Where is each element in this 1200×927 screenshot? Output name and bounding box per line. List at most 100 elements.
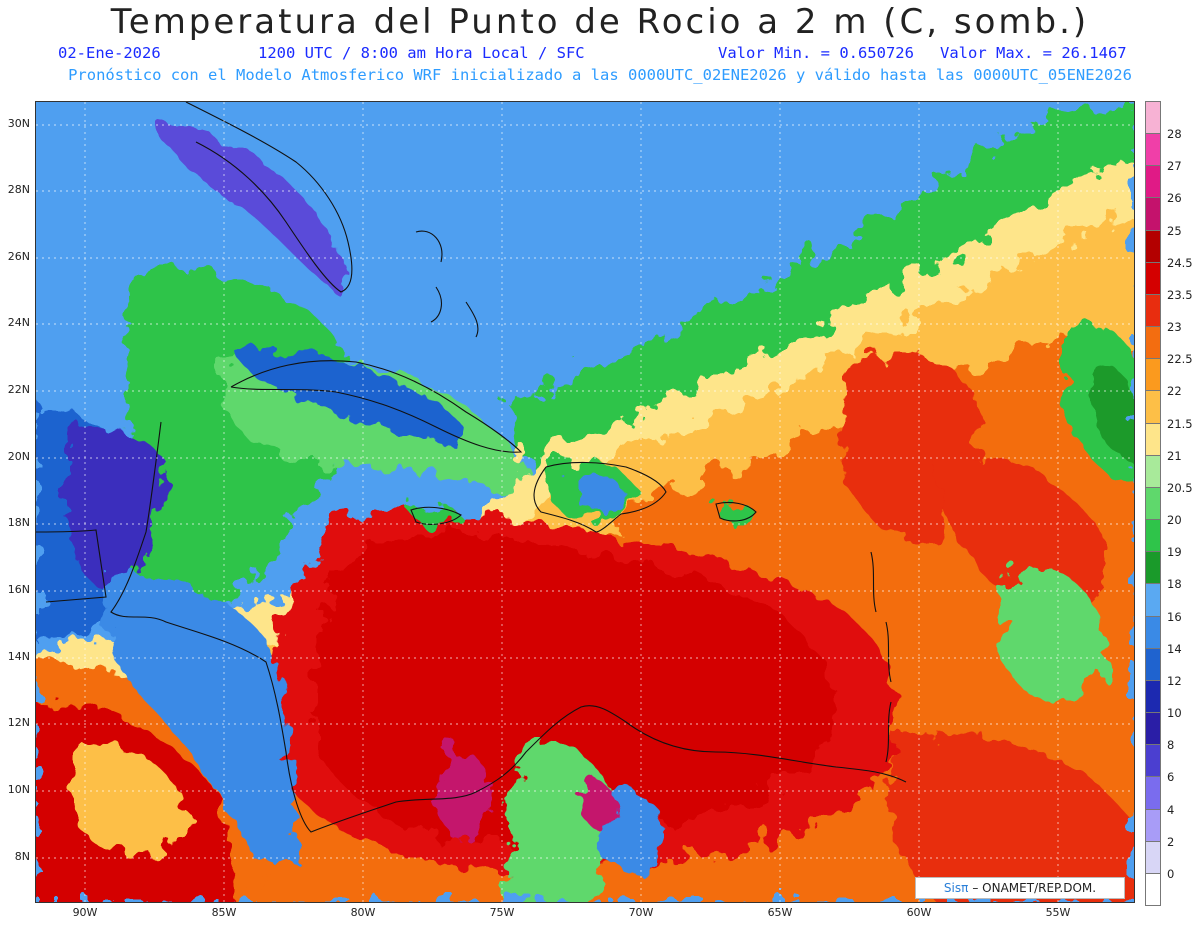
florida-purple [156, 122, 345, 292]
colorbar-cell [1145, 519, 1161, 553]
colorbar-cell [1145, 647, 1161, 681]
min-value: Valor Min. = 0.650726 [718, 44, 914, 62]
lat-label: 30N [7, 117, 30, 130]
colorbar-cell [1145, 744, 1161, 778]
colorbar-label: 12 [1167, 673, 1182, 688]
cuba-coast [230, 360, 523, 453]
credit-text: – ONAMET/REP.DOM. [972, 881, 1097, 895]
colorbar-cell [1145, 872, 1161, 906]
colorbar-cell [1145, 454, 1161, 488]
colorbar-cell [1145, 776, 1161, 810]
max-value: Valor Max. = 26.1467 [940, 44, 1127, 62]
colombia-green [506, 739, 619, 902]
credit-box: Sisπ – ONAMET/REP.DOM. [915, 877, 1125, 899]
colorbar-label: 23 [1167, 320, 1182, 335]
colorbar-label: 22.5 [1167, 352, 1193, 367]
colorbar-label: 6 [1167, 770, 1175, 785]
lat-label: 22N [7, 383, 30, 396]
florida-coast [185, 102, 353, 293]
lesser-antilles-coast [870, 551, 892, 763]
colorbar-label: 25 [1167, 223, 1182, 238]
colorbar-label: 2 [1167, 834, 1175, 849]
colorbar-label: 27 [1167, 159, 1182, 174]
magenta-patch-2 [581, 781, 617, 829]
lat-label: 26N [7, 250, 30, 263]
colorbar-cell [1145, 261, 1161, 295]
colorbar-label: 10 [1167, 706, 1182, 721]
colorbar-label: 21 [1167, 448, 1182, 463]
colorbar-cell [1145, 551, 1161, 585]
lon-label: 55W [1045, 906, 1071, 919]
border-line [36, 529, 107, 603]
colorbar-cell [1145, 165, 1161, 199]
lat-label: 14N [7, 650, 30, 663]
colorbar-label: 26 [1167, 191, 1182, 206]
lat-label: 18N [7, 516, 30, 529]
lat-label: 28N [7, 183, 30, 196]
yucatan-purple [66, 428, 166, 592]
colorbar-cell [1145, 326, 1161, 360]
colorbar-label: 4 [1167, 802, 1175, 817]
colorbar-label: 16 [1167, 609, 1182, 624]
coastlines [36, 102, 907, 833]
colorbar-label: 28 [1167, 127, 1182, 142]
sis-logo: Sisπ [943, 881, 969, 895]
forecast-time: 1200 UTC / 8:00 am Hora Local / SFC [258, 44, 585, 62]
colorbar [1145, 101, 1161, 906]
lon-label: 85W [211, 906, 237, 919]
east-green-2 [1001, 567, 1106, 700]
colorbar-label: 24.5 [1167, 255, 1193, 270]
colorbar-cell [1145, 486, 1161, 521]
magenta-patch-1 [438, 750, 492, 841]
lon-label: 90W [72, 906, 98, 919]
lon-label: 65W [767, 906, 793, 919]
lon-label: 60W [906, 906, 932, 919]
jamaica-coast [410, 506, 462, 525]
colorbar-label: 23.5 [1167, 287, 1193, 302]
colorbar-cell [1145, 101, 1161, 135]
bahamas-coast [415, 230, 479, 338]
colorbar-cell [1145, 133, 1161, 167]
graticule [36, 102, 1134, 902]
colorbar-cell [1145, 679, 1161, 714]
mainland-coast [110, 421, 907, 833]
east-dark-green [1091, 362, 1134, 462]
forecast-date: 02-Ene-2026 [58, 44, 161, 62]
hispaniola-blue [574, 470, 626, 514]
colorbar-label: 21.5 [1167, 416, 1193, 431]
colorbar-label: 20 [1167, 513, 1182, 528]
map-canvas [36, 102, 1134, 902]
lat-label: 12N [7, 716, 30, 729]
colorbar-label: 18 [1167, 577, 1182, 592]
atlantic-red-streak-3 [888, 734, 1134, 902]
model-info: Pronóstico con el Modelo Atmosferico WRF… [68, 66, 1132, 84]
map-title: Temperatura del Punto de Rocio a 2 m (C,… [110, 2, 1090, 42]
lon-label: 75W [489, 906, 515, 919]
lat-label: 16N [7, 583, 30, 596]
colorbar-cell [1145, 229, 1161, 263]
cuba-blue [236, 349, 464, 447]
colorbar-cell [1145, 197, 1161, 231]
colorbar-cell [1145, 422, 1161, 456]
central-america-blue [103, 572, 296, 862]
hispaniola-coast [533, 461, 667, 533]
colorbar-label: 8 [1167, 738, 1175, 753]
colorbar-label: 20.5 [1167, 480, 1193, 495]
colorbar-label: 0 [1167, 866, 1175, 881]
puerto-rico-coast [715, 501, 757, 522]
lon-label: 70W [628, 906, 654, 919]
colorbar-cell [1145, 615, 1161, 649]
colorbar-cell [1145, 358, 1161, 392]
lat-label: 8N [14, 850, 30, 863]
colorbar-cell [1145, 712, 1161, 746]
lat-label: 10N [7, 783, 30, 796]
colorbar-cell [1145, 840, 1161, 874]
colorbar-cell [1145, 808, 1161, 842]
lat-label: 20N [7, 450, 30, 463]
colorbar-label: 19 [1167, 545, 1182, 560]
colorbar-cell [1145, 390, 1161, 424]
colorbar-cell [1145, 583, 1161, 617]
colorbar-label: 14 [1167, 641, 1182, 656]
colorbar-label: 22 [1167, 384, 1182, 399]
lon-label: 80W [350, 906, 376, 919]
